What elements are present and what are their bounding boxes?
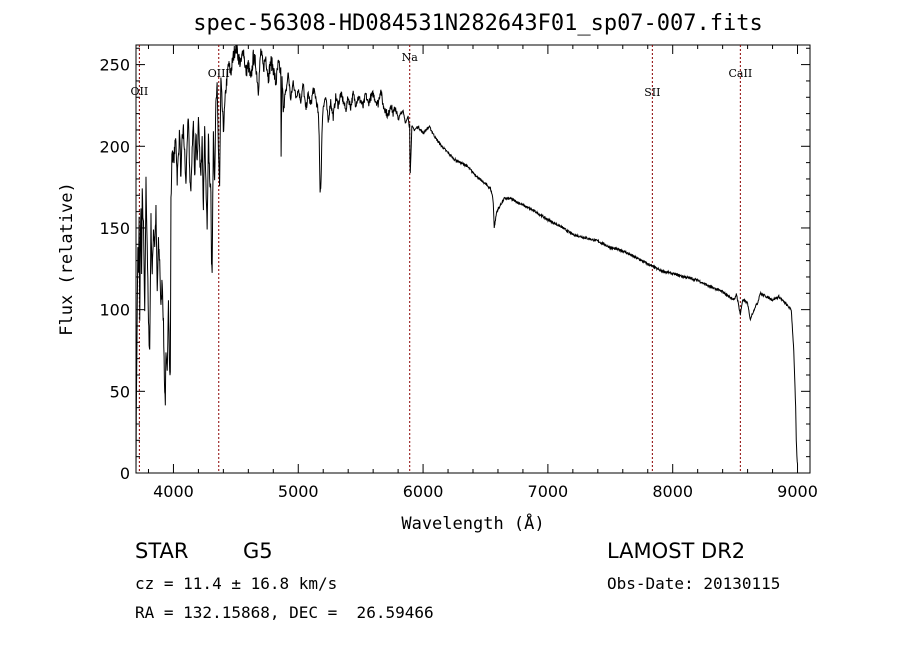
reference-line-label: OIII — [208, 67, 230, 80]
y-tick-label: 0 — [120, 464, 130, 483]
ra-dec: RA = 132.15868, DEC = 26.59466 — [135, 603, 434, 622]
reference-line-label: Na — [402, 51, 419, 64]
subclass: G5 — [243, 539, 273, 563]
reference-line-label: SII — [644, 86, 660, 99]
spectrum-line — [135, 44, 799, 474]
chart-title: spec-56308-HD084531N282643F01_sp07-007.f… — [193, 11, 763, 36]
y-tick-label: 250 — [99, 56, 130, 75]
x-tick-label: 9000 — [777, 482, 818, 501]
x-tick-label: 8000 — [652, 482, 693, 501]
survey-name: LAMOST DR2 — [607, 539, 746, 563]
reference-line-label: OII — [131, 85, 149, 98]
x-tick-label: 6000 — [403, 482, 444, 501]
y-tick-label: 100 — [99, 301, 130, 320]
x-tick-label: 4000 — [153, 482, 194, 501]
x-axis-label: Wavelength (Å) — [401, 512, 544, 534]
y-tick-label: 200 — [99, 137, 130, 156]
y-tick-label: 50 — [110, 382, 130, 401]
obs-date: Obs-Date: 20130115 — [607, 574, 781, 593]
redshift-cz: cz = 11.4 ± 16.8 km/s — [135, 574, 338, 593]
object-type: STAR — [135, 539, 189, 563]
x-tick-label: 5000 — [278, 482, 319, 501]
y-axis-label: Flux (relative) — [57, 182, 77, 336]
reference-line-label: CaII — [729, 67, 753, 80]
y-tick-label: 150 — [99, 219, 130, 238]
plot-frame — [135, 44, 811, 474]
x-tick-label: 7000 — [528, 482, 569, 501]
